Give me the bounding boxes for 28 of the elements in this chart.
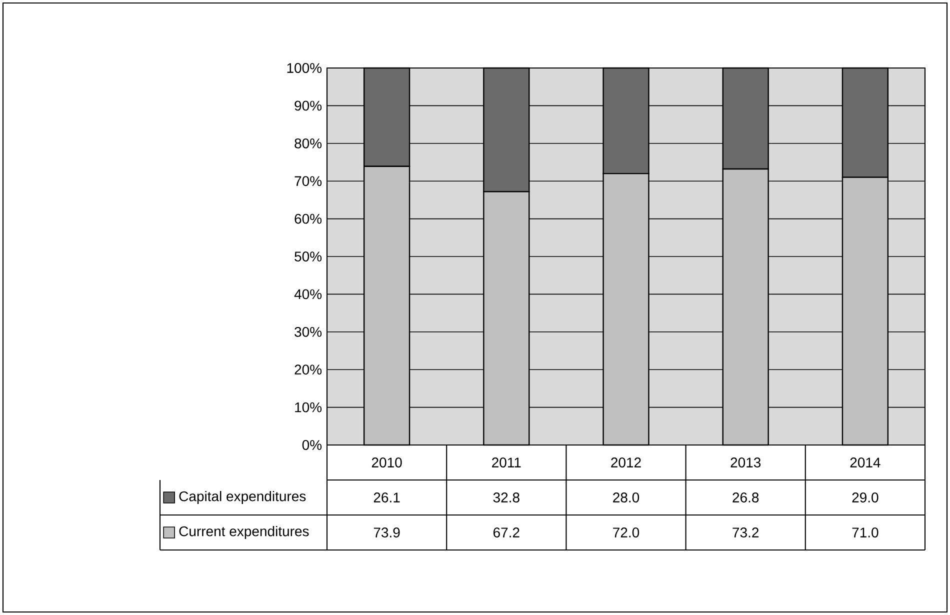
x-tick-label: 2010 (372, 458, 402, 468)
data-label: 29.0 (852, 492, 878, 502)
y-tick-label: 10% (295, 402, 322, 412)
y-tick-label: 30% (294, 326, 322, 337)
y-tick-label: 40% (294, 289, 322, 300)
data-label: 71.0 (852, 528, 878, 538)
x-tick-label: 2011 (492, 458, 521, 468)
x-tick-label: 2014 (850, 458, 880, 468)
legend-label: Current expenditures (179, 526, 309, 540)
data-label: 32.8 (493, 492, 520, 502)
data-label: 73.9 (374, 528, 400, 538)
y-tick-label: 20% (294, 364, 322, 375)
y-tick-label: 60% (294, 214, 322, 224)
data-label: 28.0 (613, 492, 640, 502)
y-tick-label: 50% (294, 252, 322, 262)
x-tick-label: 2012 (611, 458, 641, 468)
data-label: 26.1 (374, 492, 400, 502)
legend-label: Capital expenditures (179, 490, 306, 504)
y-tick-label: 90% (294, 100, 322, 111)
data-label: 73.2 (732, 528, 758, 538)
y-tick-label: 100% (287, 63, 322, 73)
x-tick-label: 2013 (730, 458, 761, 468)
data-label: 26.8 (732, 492, 759, 502)
data-label: 67.2 (493, 528, 520, 538)
y-tick-label: 70% (294, 176, 322, 186)
y-tick-label: 80% (294, 138, 322, 148)
y-tick-label: 0% (302, 440, 322, 450)
data-label: 72.0 (613, 528, 640, 538)
